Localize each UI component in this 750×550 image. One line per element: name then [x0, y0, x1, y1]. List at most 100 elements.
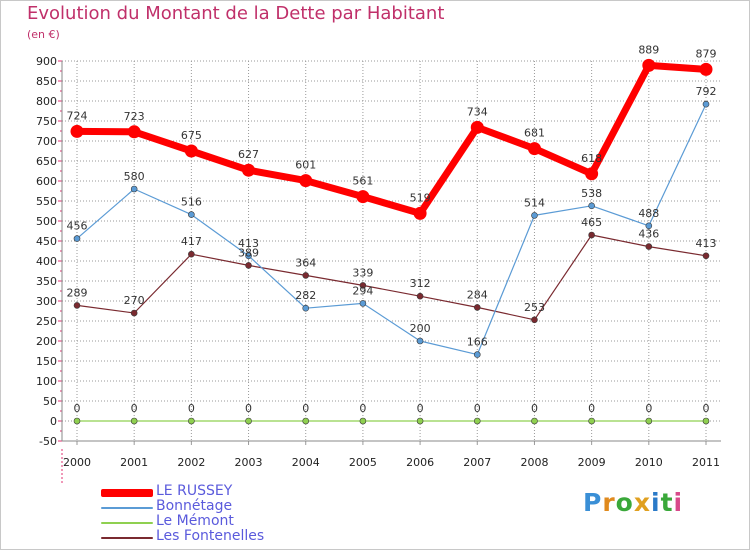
data-label: 284 [467, 288, 488, 301]
data-label: 734 [467, 105, 488, 118]
data-point [645, 243, 653, 250]
data-label: 166 [467, 336, 488, 349]
legend-label: Les Fontenelles [156, 528, 265, 544]
y-tick-label: 100 [36, 375, 57, 388]
logo-letter: P [583, 488, 603, 517]
data-point [73, 302, 81, 309]
data-label: 0 [131, 402, 138, 415]
data-label: 389 [238, 246, 259, 259]
data-label: 879 [696, 47, 717, 60]
data-point [413, 206, 427, 220]
data-point [473, 304, 481, 311]
data-label: 456 [67, 220, 88, 233]
data-point [73, 235, 81, 242]
legend-swatch [101, 521, 153, 524]
y-tick-label: 700 [36, 135, 57, 148]
data-label: 289 [67, 286, 88, 299]
y-tick-label: 150 [36, 355, 57, 368]
data-label: 253 [524, 301, 545, 314]
data-label: 312 [410, 277, 431, 290]
x-tick-label: 2011 [692, 456, 720, 469]
data-point [473, 417, 481, 425]
y-tick-label: 800 [36, 95, 57, 108]
data-point [299, 174, 313, 188]
data-point [473, 351, 481, 358]
legend-swatch [101, 536, 153, 539]
data-point [645, 417, 653, 425]
data-label: 0 [645, 402, 652, 415]
x-tick-label: 2004 [292, 456, 320, 469]
data-label: 681 [524, 127, 545, 140]
data-label: 339 [352, 266, 373, 279]
data-point [531, 316, 538, 324]
data-label: 364 [295, 256, 316, 269]
data-label: 294 [352, 284, 373, 297]
data-label: 417 [181, 235, 202, 248]
data-point [642, 58, 656, 72]
data-point [302, 304, 310, 312]
chart-title: Evolution du Montant de la Dette par Hab… [27, 3, 445, 24]
data-label: 0 [245, 402, 252, 415]
legend-swatch [101, 488, 153, 497]
data-point [588, 417, 595, 425]
legend-swatch [101, 506, 153, 509]
data-point [645, 222, 653, 230]
data-point [302, 417, 310, 425]
data-label: 792 [696, 85, 717, 98]
data-point [302, 272, 310, 279]
data-label: 0 [359, 402, 366, 415]
y-tick-label: 350 [36, 275, 57, 288]
data-label: 282 [295, 289, 316, 302]
data-label: 514 [524, 196, 545, 209]
x-tick-label: 2007 [463, 456, 491, 469]
data-point [188, 250, 195, 258]
x-tick-label: 2000 [63, 456, 91, 469]
data-point [470, 120, 484, 134]
data-point [359, 282, 367, 289]
data-point [184, 144, 198, 158]
data-label: 627 [238, 148, 259, 161]
data-point [531, 417, 538, 425]
data-label: 724 [67, 109, 88, 122]
data-label: 200 [410, 322, 431, 335]
data-point [242, 163, 256, 177]
x-tick-label: 2005 [349, 456, 377, 469]
data-point [130, 417, 138, 425]
y-tick-label: 900 [36, 55, 57, 68]
data-point [531, 212, 538, 219]
data-point [130, 309, 138, 317]
data-label: 0 [588, 402, 595, 415]
data-label: 413 [238, 237, 259, 250]
data-label: 0 [474, 402, 481, 415]
data-point [588, 202, 595, 210]
data-label: 601 [295, 159, 316, 172]
data-label: 618 [581, 152, 602, 165]
data-point [245, 252, 252, 260]
data-label: 561 [352, 175, 373, 188]
data-label: 0 [703, 402, 710, 415]
y-tick-label: 400 [36, 255, 57, 268]
data-label: 0 [74, 402, 81, 415]
y-tick-label: -50 [39, 435, 57, 448]
y-tick-label: 500 [36, 215, 57, 228]
data-label: 675 [181, 129, 202, 142]
data-point [70, 124, 84, 138]
data-point [73, 417, 81, 425]
data-point [585, 167, 599, 181]
proxiti-logo: Proxiti [583, 488, 683, 517]
data-point [356, 190, 370, 204]
data-label: 270 [124, 294, 145, 307]
y-tick-label: 200 [36, 335, 57, 348]
data-label: 436 [638, 228, 659, 241]
data-point [127, 125, 141, 139]
data-point [359, 417, 367, 425]
logo-letter: i [673, 488, 684, 517]
y-tick-label: 850 [36, 75, 57, 88]
legend-label: Le Mémont [156, 513, 234, 529]
data-point [702, 417, 710, 425]
chart-unit-label: (en €) [27, 28, 60, 41]
x-tick-label: 2009 [578, 456, 606, 469]
data-label: 465 [581, 216, 602, 229]
